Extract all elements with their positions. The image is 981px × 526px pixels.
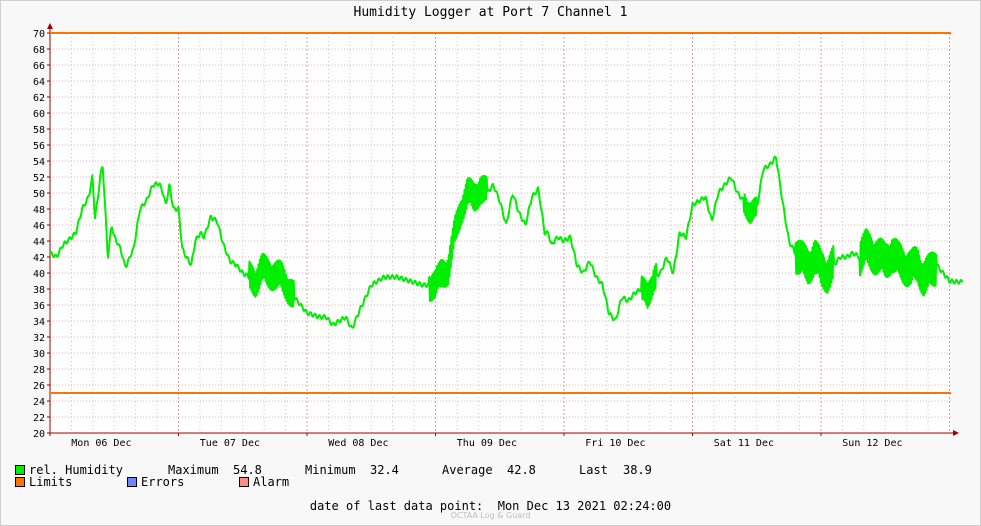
y-tick-label: 52	[33, 173, 45, 184]
limits-swatch	[15, 477, 25, 487]
legend-limits-label: Limits	[29, 475, 73, 489]
y-tick-label: 24	[33, 397, 45, 408]
x-tick-label: Tue 07 Dec	[200, 438, 260, 449]
legend-alarm: Alarm	[239, 475, 289, 489]
y-tick-label: 66	[33, 61, 45, 72]
x-tick-label: Mon 06 Dec	[71, 438, 131, 449]
plot-background	[50, 33, 951, 433]
y-tick-label: 50	[33, 189, 45, 200]
minimum-value: 32.4	[370, 463, 399, 477]
y-tick-label: 46	[33, 221, 45, 232]
average-label: Average	[442, 463, 493, 477]
y-tick-label: 60	[33, 109, 45, 120]
x-tick-label: Wed 08 Dec	[328, 438, 388, 449]
y-tick-label: 38	[33, 285, 45, 296]
y-tick-label: 70	[33, 29, 45, 40]
y-tick-label: 62	[33, 93, 45, 104]
x-tick-label: Sat 11 Dec	[714, 438, 774, 449]
x-tick-label: Sun 12 Dec	[842, 438, 902, 449]
x-tick-label: Fri 10 Dec	[585, 438, 645, 449]
average-value: 42.8	[507, 463, 536, 477]
x-axis-arrow	[953, 430, 959, 436]
y-tick-label: 36	[33, 301, 45, 312]
y-tick-label: 44	[33, 237, 45, 248]
y-tick-label: 42	[33, 253, 45, 264]
minimum-label: Minimum	[305, 463, 356, 477]
humidity-series-line	[49, 155, 964, 329]
y-tick-label: 40	[33, 269, 45, 280]
last-value: 38.9	[623, 463, 652, 477]
legend-limits: Limits	[15, 475, 72, 489]
y-tick-label: 56	[33, 141, 45, 152]
y-tick-label: 30	[33, 349, 45, 360]
maximum-label: Maximum	[168, 463, 219, 477]
chart-title: Humidity Logger at Port 7 Channel 1	[353, 5, 628, 20]
last-label: Last	[579, 463, 608, 477]
y-tick-label: 68	[33, 45, 45, 56]
y-tick-label: 26	[33, 381, 45, 392]
last-data-point: date of last data point: Mon Dec 13 2021…	[309, 499, 672, 513]
y-tick-label: 48	[33, 205, 45, 216]
legend-humidity-label: rel. Humidity	[29, 463, 123, 477]
y-tick-label: 34	[33, 317, 45, 328]
y-tick-label: 22	[33, 413, 45, 424]
legend-errors-label: Errors	[141, 475, 185, 489]
legend-humidity: rel. Humidity	[15, 463, 123, 477]
legend-errors: Errors	[127, 475, 184, 489]
y-tick-label: 32	[33, 333, 45, 344]
y-tick-label: 64	[33, 77, 45, 88]
y-tick-label: 58	[33, 125, 45, 136]
watermark: OCTAA Log & Guard	[450, 511, 531, 520]
y-axis-arrow	[47, 23, 53, 29]
maximum-value: 54.8	[233, 463, 262, 477]
errors-swatch	[127, 477, 137, 487]
y-tick-label: 20	[33, 429, 45, 440]
alarm-swatch	[239, 477, 249, 487]
y-tick-label: 54	[33, 157, 45, 168]
y-tick-label: 28	[33, 365, 45, 376]
legend-alarm-label: Alarm	[253, 475, 290, 489]
x-tick-label: Thu 09 Dec	[457, 438, 517, 449]
humidity-swatch	[15, 465, 25, 475]
